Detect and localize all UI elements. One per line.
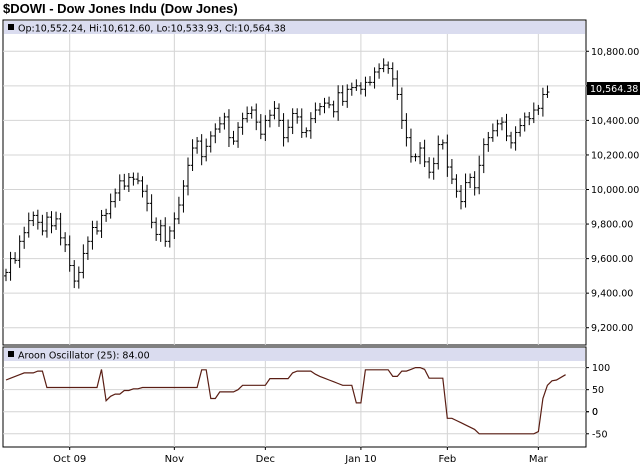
last-price-label: 10,564.38	[590, 84, 638, 95]
price-tick-label: 9,200.00	[591, 323, 633, 334]
price-tick-label: 10,200.00	[591, 150, 639, 161]
price-tick-label: 10,400.00	[591, 116, 639, 127]
price-legend-marker	[8, 24, 14, 30]
aroon-oscillator-line	[5, 367, 566, 435]
last-price-marker	[587, 82, 640, 95]
price-legend-bar	[4, 21, 585, 34]
oscillator-tick-label: 100	[592, 363, 610, 374]
oscillator-legend: Aroon Oscillator (25): 84.00	[18, 351, 150, 362]
price-tick-label: 9,400.00	[591, 289, 633, 300]
oscillator-tick-label: 50	[592, 385, 604, 396]
x-tick-label: Dec	[256, 454, 275, 465]
price-tick-label: 10,800.00	[591, 47, 639, 58]
oscillator-tick-label: -50	[592, 429, 608, 440]
price-tick-label: 10,000.00	[591, 185, 639, 196]
oscillator-legend-marker	[8, 351, 14, 357]
x-tick-label: Feb	[438, 454, 456, 465]
oscillator-tick-label: 0	[592, 407, 598, 418]
chart-title: $DOWI - Dow Jones Indu (Dow Jones)	[3, 1, 238, 16]
grid-lines	[3, 34, 586, 447]
x-tick-label: Mar	[529, 454, 549, 465]
x-tick-label: Oct 09	[53, 454, 86, 465]
oscillator-series	[5, 367, 566, 435]
price-panel-frame	[2, 19, 587, 346]
price-legend: Op:10,552.24, Hi:10,612.60, Lo:10,533.93…	[18, 24, 286, 35]
oscillator-tick-label: 0	[592, 407, 598, 418]
oscillator-legend-bar	[4, 348, 585, 361]
x-tick-label: Jan 10	[344, 454, 376, 465]
price-tick-label: 9,800.00	[591, 220, 633, 231]
x-axis: Oct 09 Nov Dec Jan 10 Feb Mar	[53, 447, 549, 465]
x-tick-label: Nov	[165, 454, 185, 465]
oscillator-panel-frame	[2, 346, 587, 448]
price-tick-label: 9,600.00	[591, 254, 633, 265]
price-bars	[4, 58, 550, 289]
